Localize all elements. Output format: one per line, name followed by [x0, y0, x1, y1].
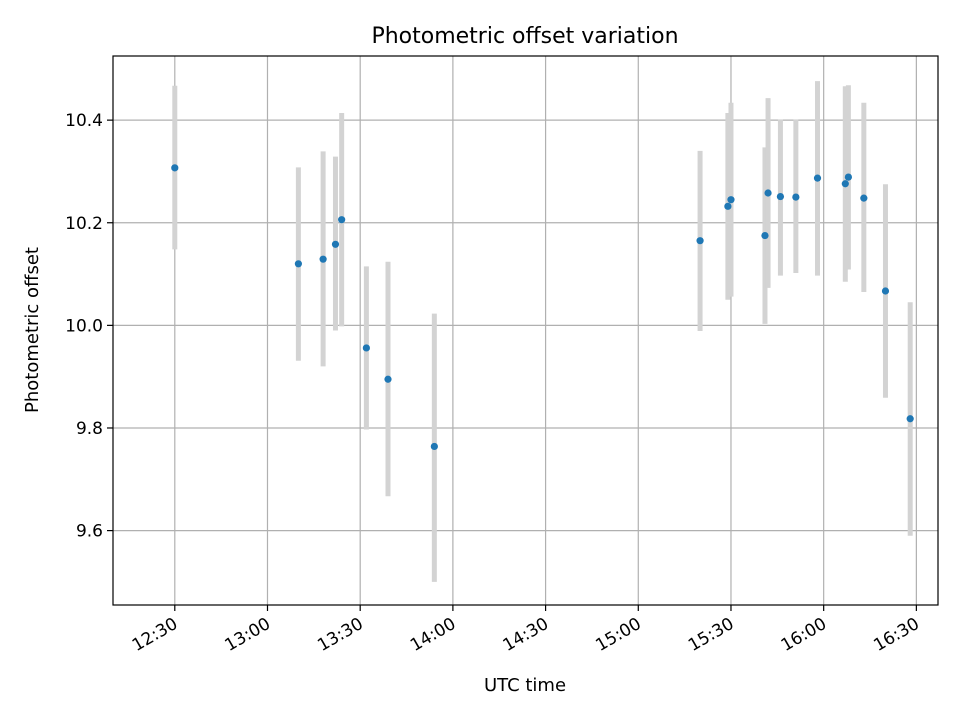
x-tick-label: 14:00	[407, 614, 459, 656]
data-point	[727, 196, 735, 204]
grid	[113, 56, 938, 605]
data-point	[881, 287, 890, 295]
data-point	[362, 344, 370, 352]
x-tick-label: 15:00	[592, 614, 644, 656]
data-point	[844, 173, 852, 181]
x-tick-label: 16:30	[870, 614, 922, 656]
data-points	[171, 164, 914, 451]
x-axis-label: UTC time	[484, 675, 566, 696]
x-tick-label: 13:00	[222, 614, 274, 656]
x-tick-label: 12:30	[129, 614, 181, 656]
data-point	[776, 192, 785, 201]
data-point	[906, 415, 914, 423]
error-bars	[172, 81, 913, 582]
chart-title: Photometric offset variation	[371, 24, 678, 49]
data-point	[764, 189, 772, 197]
data-point	[813, 174, 822, 182]
data-point	[724, 202, 732, 210]
data-point	[294, 260, 302, 268]
x-tick-label: 15:30	[685, 614, 737, 656]
y-tick-label: 9.8	[76, 419, 103, 439]
data-point	[696, 237, 704, 245]
y-tick-label: 10.2	[65, 214, 103, 234]
x-tick-label: 14:30	[500, 614, 552, 656]
y-axis-label: Photometric offset	[22, 247, 43, 413]
data-point	[761, 231, 769, 240]
x-tick-label: 13:30	[314, 614, 366, 656]
data-point	[792, 193, 800, 201]
data-point	[860, 194, 868, 202]
data-point	[430, 442, 438, 451]
y-tick-label: 10.4	[65, 111, 103, 131]
data-point	[338, 216, 346, 224]
data-point	[841, 180, 849, 188]
y-tick-label: 9.6	[76, 522, 103, 542]
data-point	[319, 255, 327, 263]
data-point	[384, 375, 392, 383]
data-point	[171, 164, 179, 172]
plot-frame	[112, 55, 939, 606]
data-point	[331, 240, 340, 248]
x-tick-label: 16:00	[778, 614, 830, 656]
y-tick-label: 10.0	[65, 316, 103, 336]
